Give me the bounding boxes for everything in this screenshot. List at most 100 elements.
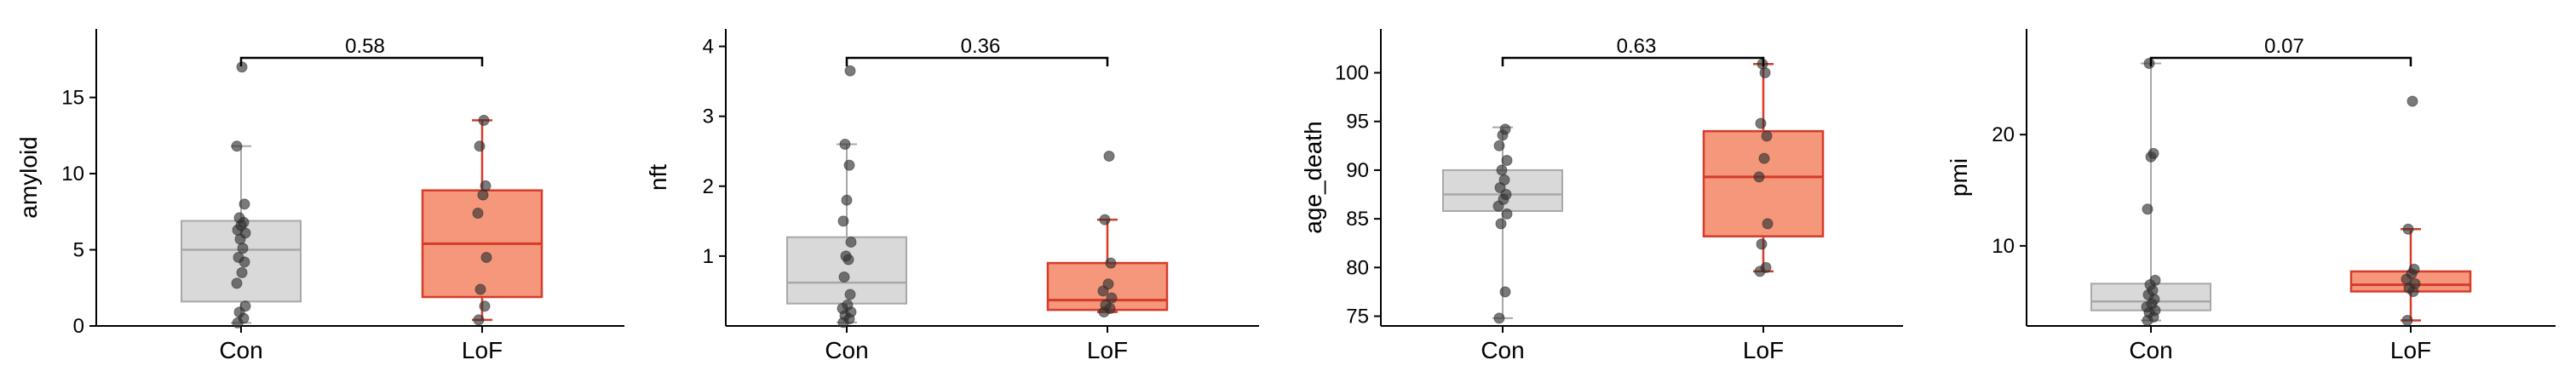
data-point xyxy=(239,198,250,210)
box-lof xyxy=(2349,95,2472,326)
data-point xyxy=(1762,218,1774,230)
data-point xyxy=(233,212,245,224)
x-category-label: LoF xyxy=(1743,337,1784,363)
data-point xyxy=(839,138,851,150)
data-point xyxy=(1495,218,1507,230)
data-point xyxy=(1760,261,1772,273)
data-point xyxy=(1100,299,1112,311)
y-tick-label: 80 xyxy=(1346,256,1369,279)
box-con xyxy=(2090,58,2211,326)
significance-bracket xyxy=(1501,56,1765,66)
data-point xyxy=(1496,164,1508,176)
x-category-label: LoF xyxy=(2390,337,2431,363)
p-value-label: 0.58 xyxy=(345,35,385,58)
significance-bracket xyxy=(2149,56,2412,66)
data-point xyxy=(239,300,251,312)
data-point xyxy=(1761,130,1773,142)
data-point xyxy=(844,288,856,300)
box-con xyxy=(1442,123,1563,324)
significance-bracket xyxy=(845,56,1109,66)
y-axis-title: pmi xyxy=(1946,158,1972,197)
y-tick-label: 1 xyxy=(703,245,714,268)
data-point xyxy=(231,277,243,289)
data-point xyxy=(838,271,850,283)
box-lof xyxy=(421,114,543,326)
chart-panel-amyloid: 0 5 10 15 amyloid Con LoF 0.58 xyxy=(15,29,624,363)
data-point xyxy=(2142,203,2153,215)
data-point xyxy=(2402,223,2414,235)
data-point xyxy=(472,208,484,220)
data-point xyxy=(1106,292,1118,304)
data-point xyxy=(1755,117,1767,129)
x-category-label: Con xyxy=(2129,337,2172,363)
data-point xyxy=(236,266,248,278)
iqr-box xyxy=(1702,129,1825,237)
data-point xyxy=(477,189,489,201)
chart-panel-pmi: 10 20 pmi Con LoF 0.07 xyxy=(1946,29,2556,363)
y-tick-label: 2 xyxy=(703,175,714,198)
y-axis-title: nft xyxy=(645,164,671,191)
data-point xyxy=(233,251,244,263)
y-tick-label: 85 xyxy=(1346,208,1369,231)
data-point xyxy=(1103,150,1115,162)
data-point xyxy=(1501,154,1513,166)
y-tick-label: 15 xyxy=(61,87,84,110)
box-con xyxy=(181,61,302,328)
data-point xyxy=(480,180,492,191)
x-category-label: Con xyxy=(1481,337,1524,363)
data-point xyxy=(2408,263,2420,275)
data-point xyxy=(1501,208,1513,220)
data-point xyxy=(2148,147,2159,159)
x-category-label: LoF xyxy=(462,337,503,363)
y-tick-label: 0 xyxy=(73,315,84,338)
y-tick-label: 10 xyxy=(61,163,84,186)
box-lof xyxy=(1046,150,1169,318)
y-axis-title: age_death xyxy=(1300,121,1326,233)
p-value-label: 0.36 xyxy=(961,35,1001,58)
y-tick-label: 95 xyxy=(1346,111,1369,134)
data-point xyxy=(1499,286,1511,298)
p-value-label: 0.07 xyxy=(2264,35,2304,58)
chart-panel-nft: 1 2 3 4 nft Con LoF 0.36 xyxy=(645,29,1259,363)
x-category-label: Con xyxy=(219,337,262,363)
data-point xyxy=(474,283,486,295)
data-point xyxy=(841,194,853,206)
y-axis-title: amyloid xyxy=(15,136,42,218)
iqr-box xyxy=(786,236,907,305)
data-point xyxy=(479,300,491,312)
y-tick-label: 10 xyxy=(1992,235,2015,258)
x-category-label: Con xyxy=(825,337,868,363)
y-tick-label: 4 xyxy=(703,36,714,59)
data-point xyxy=(2401,314,2413,326)
data-point xyxy=(2406,95,2418,107)
p-value-label: 0.63 xyxy=(1617,35,1657,58)
data-point xyxy=(2143,58,2155,70)
significance-bracket xyxy=(239,56,484,66)
y-tick-label: 20 xyxy=(1992,123,2015,146)
chart-panel-age_death: 75 80 85 90 95 100 age_death Con LoF 0.63 xyxy=(1300,29,1903,363)
data-point xyxy=(473,314,485,326)
data-point xyxy=(474,140,486,152)
data-point xyxy=(1753,171,1765,183)
box-con xyxy=(786,65,907,328)
data-point xyxy=(840,250,852,262)
data-point xyxy=(1099,214,1111,226)
box-lof xyxy=(1702,58,1825,277)
data-point xyxy=(844,65,856,77)
data-point xyxy=(480,251,492,263)
y-tick-label: 75 xyxy=(1346,306,1369,328)
data-point xyxy=(1756,238,1768,250)
data-point xyxy=(1105,257,1117,269)
data-point xyxy=(478,114,490,126)
data-point xyxy=(837,215,849,227)
data-point xyxy=(2149,274,2161,286)
data-point xyxy=(1758,152,1770,164)
data-point xyxy=(1498,174,1510,186)
data-point xyxy=(842,299,854,311)
data-point xyxy=(1493,312,1505,324)
x-category-label: LoF xyxy=(1087,337,1128,363)
y-tick-label: 100 xyxy=(1335,61,1369,84)
y-tick-label: 3 xyxy=(703,106,714,129)
data-point xyxy=(1499,123,1511,135)
